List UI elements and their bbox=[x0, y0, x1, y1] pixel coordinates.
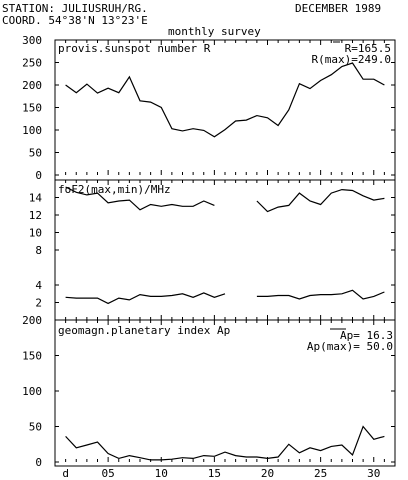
ap-max-annotation: Ap(max)= 50.0 bbox=[307, 340, 393, 353]
y-tick-label: 200 bbox=[22, 314, 42, 327]
y-tick-label: 14 bbox=[29, 192, 43, 205]
y-tick-label: 50 bbox=[29, 421, 42, 434]
y-tick-label: 8 bbox=[35, 244, 42, 257]
y-tick-label: 50 bbox=[29, 147, 42, 160]
y-tick-label: 4 bbox=[35, 279, 42, 292]
y-tick-label: 150 bbox=[22, 350, 42, 363]
x-tick-label: 20 bbox=[261, 467, 274, 480]
survey-label: monthly survey bbox=[168, 25, 261, 38]
y-tick-label: 0 bbox=[35, 456, 42, 469]
series-line-sunspot-0 bbox=[65, 62, 385, 138]
series-line-fof2-1 bbox=[65, 292, 226, 305]
series-line-fof2-0 bbox=[256, 188, 385, 213]
x-tick-label: 25 bbox=[314, 467, 327, 480]
y-tick-label: 250 bbox=[22, 57, 42, 70]
coordinates-label: COORD. 54°38'N 13°23'E bbox=[2, 14, 148, 27]
y-tick-label: 100 bbox=[22, 124, 42, 137]
x-tick-label: 10 bbox=[155, 467, 168, 480]
y-tick-label: 100 bbox=[22, 385, 42, 398]
y-tick-label: 0 bbox=[35, 169, 42, 182]
ap-mean-annotation: Ap= 16.3 bbox=[340, 329, 393, 342]
sunspot-max-annotation: R(max)=249.0 bbox=[312, 53, 391, 66]
series-line-fof2-0 bbox=[65, 186, 215, 211]
x-tick-label: 15 bbox=[208, 467, 221, 480]
station-label: STATION: JULIUSRUH/RG. bbox=[2, 2, 148, 15]
y-tick-label: 200 bbox=[22, 79, 42, 92]
y-tick-label: 2 bbox=[35, 297, 42, 310]
series-line-ap-0 bbox=[65, 425, 385, 461]
date-label: DECEMBER 1989 bbox=[295, 2, 381, 15]
sunspot-panel-title: provis.sunspot number R bbox=[58, 42, 211, 55]
sunspot-mean-annotation: R=165.5 bbox=[345, 42, 391, 55]
ap-panel-title: geomagn.planetary index Ap bbox=[58, 324, 230, 337]
y-tick-label: 12 bbox=[29, 209, 42, 222]
x-tick-label: 05 bbox=[102, 467, 115, 480]
x-tick-label: 30 bbox=[367, 467, 380, 480]
y-tick-label: 150 bbox=[22, 102, 42, 115]
y-tick-label: 10 bbox=[29, 227, 42, 240]
series-line-fof2-1 bbox=[256, 289, 385, 300]
x-tick-label: d bbox=[62, 467, 69, 480]
fof2-panel-title: foF2(max,min)/MHz bbox=[58, 183, 171, 196]
y-tick-label: 300 bbox=[22, 34, 42, 47]
